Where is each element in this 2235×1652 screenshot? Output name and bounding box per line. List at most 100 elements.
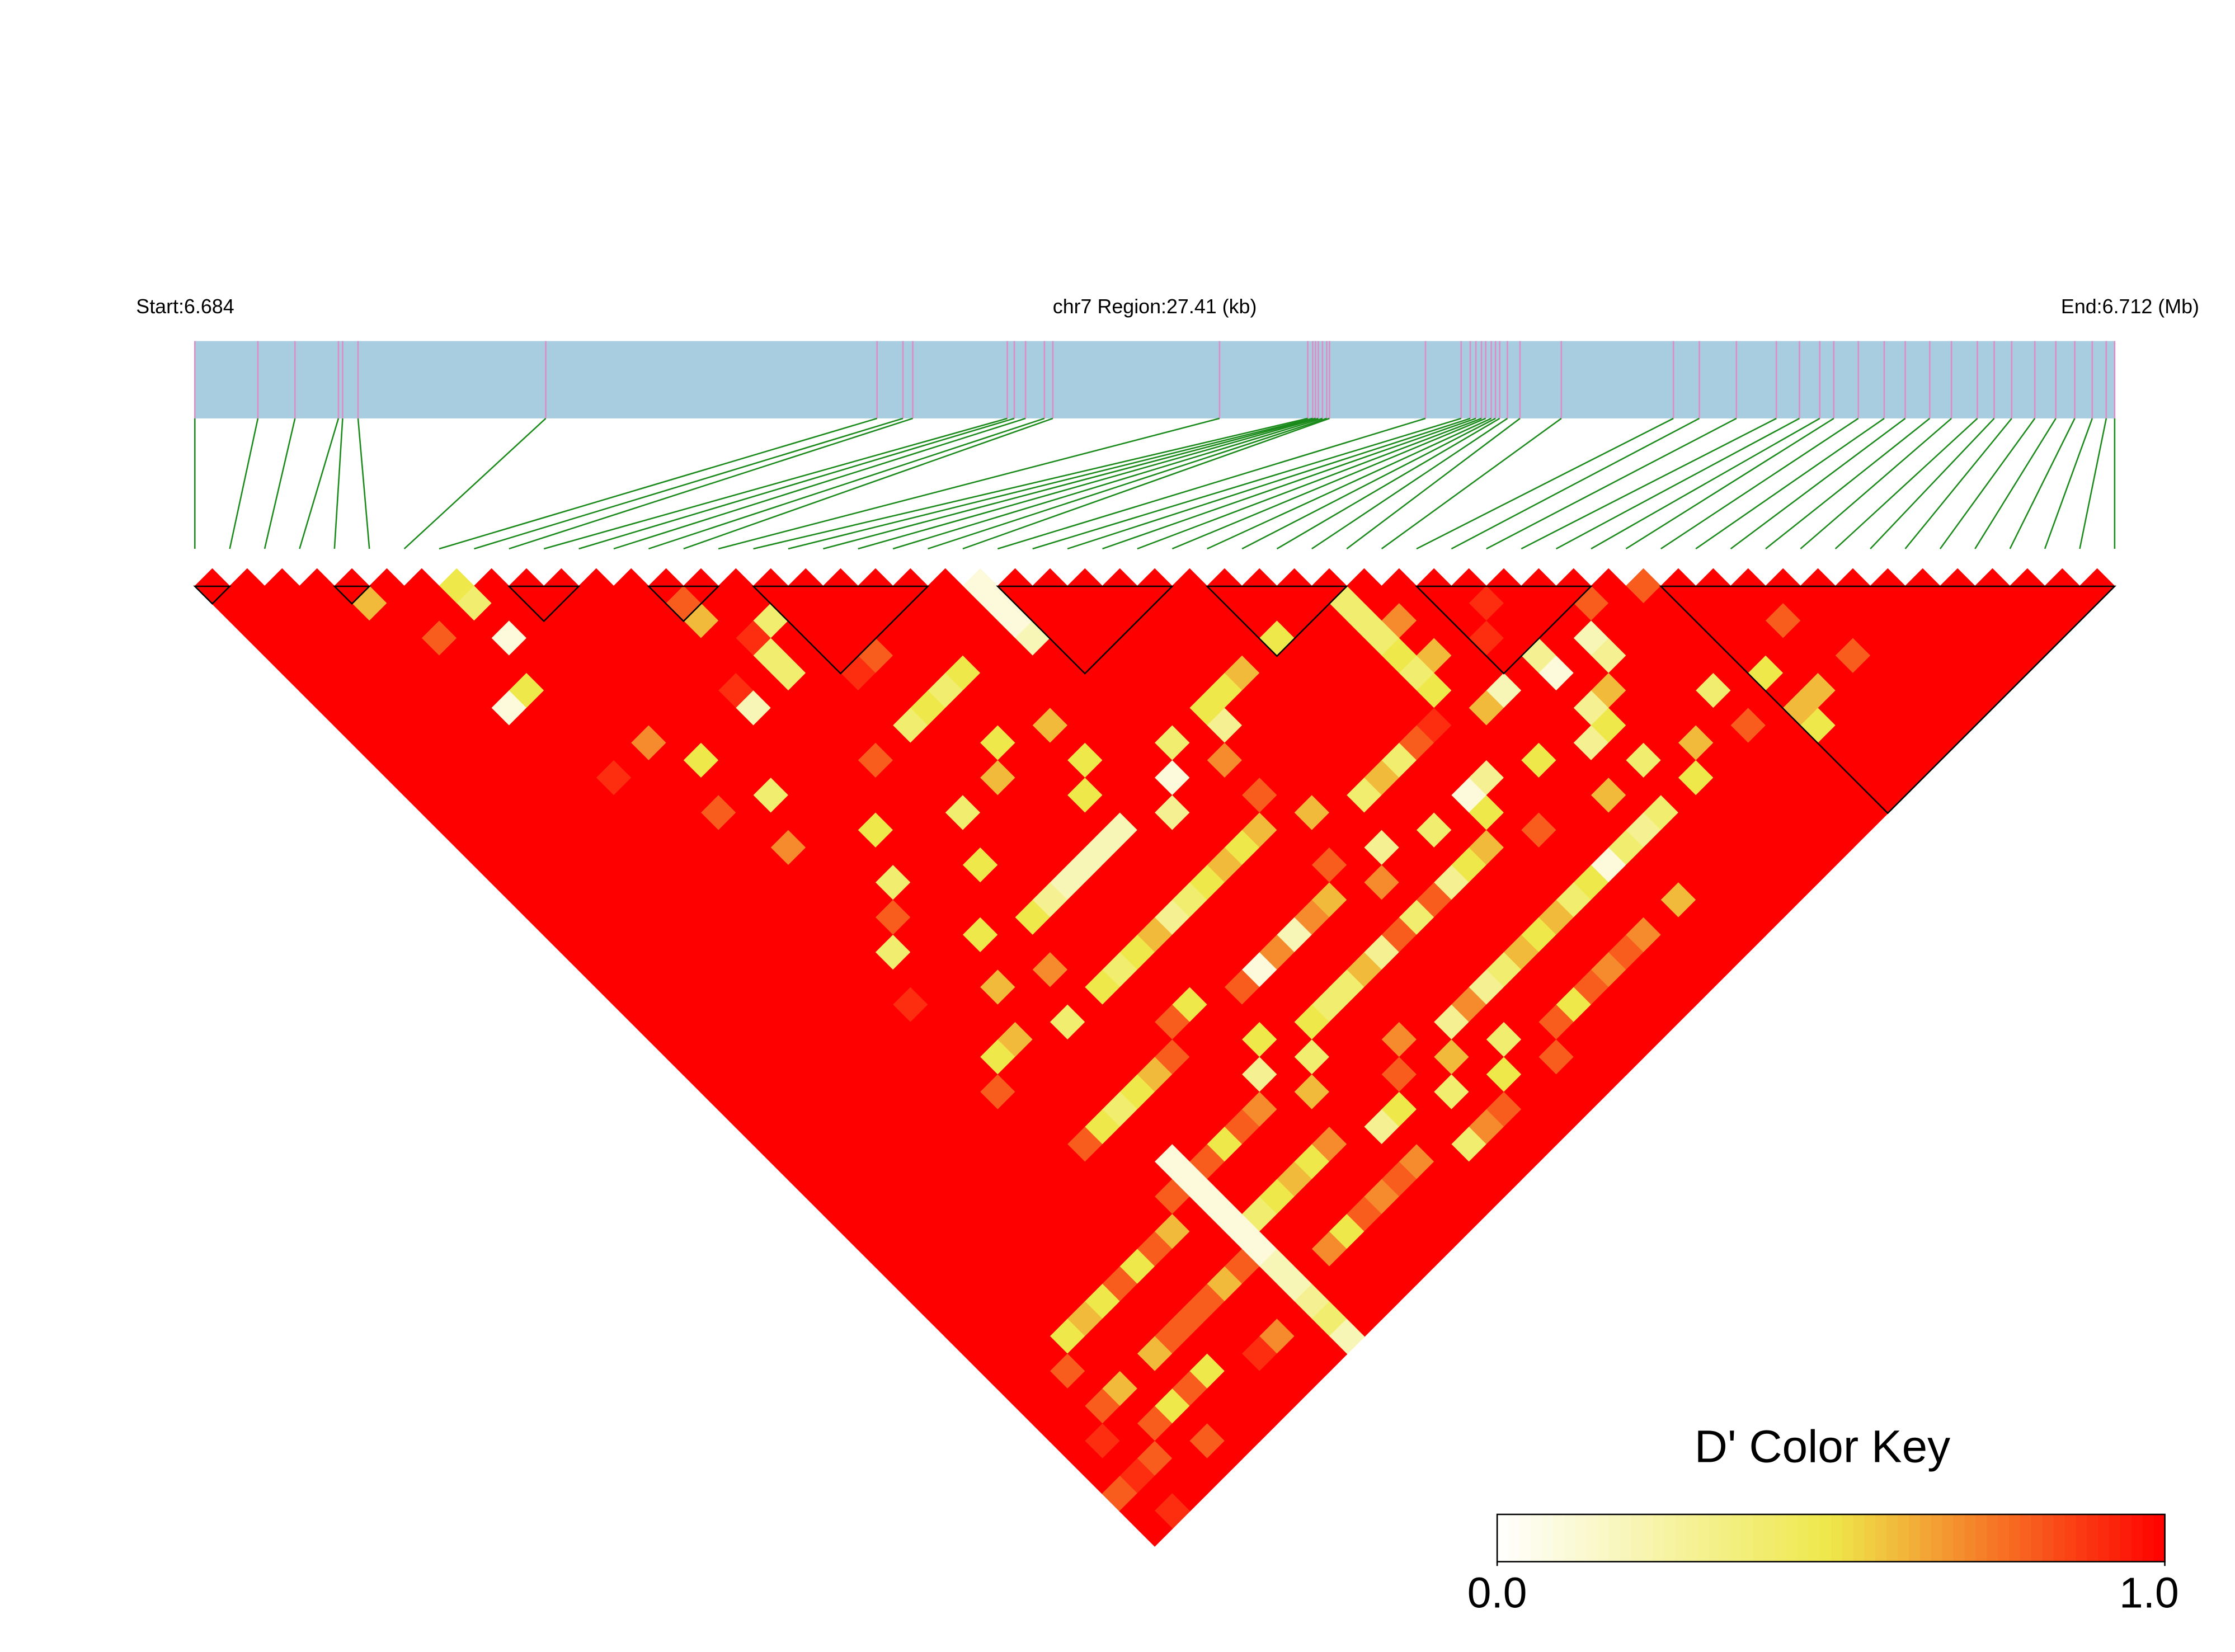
snp-connector <box>229 418 259 549</box>
color-key-swatch <box>1964 1514 1977 1562</box>
color-key-swatch <box>1575 1514 1587 1562</box>
snp-connector <box>1311 417 1508 550</box>
snp-connector <box>474 417 904 550</box>
color-key-swatch <box>1530 1514 1542 1562</box>
snp-connector <box>2079 418 2107 549</box>
color-key-swatch <box>1809 1514 1821 1562</box>
snp-connector <box>2009 418 2076 549</box>
color-key-swatch <box>1853 1514 1865 1562</box>
snp-connector <box>333 418 344 549</box>
color-key-swatch <box>1586 1514 1598 1562</box>
color-key-swatch <box>1675 1514 1687 1562</box>
snp-connector <box>1521 417 1777 550</box>
snp-connector <box>1451 417 1700 550</box>
snp-connector <box>928 417 1327 550</box>
snp-connector <box>1695 417 1885 550</box>
color-key-swatch <box>1798 1514 1810 1562</box>
snp-connector <box>1381 417 1562 550</box>
color-key-swatch <box>1753 1514 1765 1562</box>
snp-connector <box>543 417 1008 550</box>
color-key-swatch <box>1742 1514 1754 1562</box>
snp-connector <box>718 417 1220 550</box>
snp-connector <box>439 417 878 550</box>
snp-connector <box>962 417 1330 550</box>
snp-connector <box>1067 417 1471 550</box>
color-key-swatch <box>1497 1514 1509 1562</box>
color-key-swatch <box>1919 1514 1932 1562</box>
snp-connector <box>1137 417 1482 550</box>
snp-connector <box>1660 417 1859 550</box>
color-key-swatch <box>1597 1514 1610 1562</box>
color-key-swatch <box>1775 1514 1787 1562</box>
color-key-swatch <box>1909 1514 1921 1562</box>
color-key-swatch <box>2109 1514 2121 1562</box>
snp-connector <box>788 417 1313 550</box>
snp-connector <box>1416 417 1674 550</box>
color-key-swatch <box>1898 1514 1910 1562</box>
snp-connector <box>1939 418 2036 549</box>
snp-connector <box>823 417 1316 550</box>
color-key-swatch <box>1564 1514 1576 1562</box>
snp-connector <box>858 417 1319 550</box>
ld-block <box>193 585 232 605</box>
color-key-swatch <box>2042 1514 2054 1562</box>
snp-connector <box>683 417 1053 550</box>
ld-block <box>507 585 581 623</box>
color-key-swatch <box>1998 1514 2010 1562</box>
snp-connector <box>1834 417 1978 549</box>
color-key-swatch <box>1552 1514 1565 1562</box>
color-key-swatch <box>2153 1514 2166 1562</box>
snp-connector <box>403 417 547 549</box>
color-key-swatch <box>1664 1514 1676 1562</box>
region-label: chr7 Region:27.41 (kb) <box>1053 295 1257 318</box>
color-key-swatch <box>2053 1514 2065 1562</box>
color-key-swatch <box>1697 1514 1710 1562</box>
color-key-swatch <box>2087 1514 2099 1562</box>
snp-connector <box>299 418 340 549</box>
snp-connector <box>1904 418 2012 549</box>
snp-connector <box>1276 417 1500 550</box>
color-key-swatch <box>1931 1514 1944 1562</box>
color-key-swatch <box>2131 1514 2144 1562</box>
color-key-swatch <box>1709 1514 1721 1562</box>
snp-connector <box>648 417 1045 550</box>
color-key-swatch <box>1608 1514 1621 1562</box>
color-key-swatch <box>1764 1514 1776 1562</box>
color-key-swatch <box>1819 1514 1832 1562</box>
color-key-swatch <box>1831 1514 1843 1562</box>
snp-connector <box>357 418 370 549</box>
color-key-swatch <box>1987 1514 1999 1562</box>
snp-connector <box>1171 417 1486 550</box>
ld-block <box>1659 585 2116 815</box>
snp-connector <box>1974 418 2057 549</box>
snp-connector <box>1032 417 1462 550</box>
gene-bar <box>195 341 2115 418</box>
color-key-swatch <box>2142 1514 2154 1562</box>
snp-connector <box>753 417 1308 550</box>
snp-connector <box>2044 418 2093 549</box>
color-key-swatch <box>1886 1514 1899 1562</box>
color-key-swatch <box>1730 1514 1743 1562</box>
color-key-tick-label: 0.0 <box>1467 1569 1527 1617</box>
snp-connector <box>1591 417 1820 550</box>
snp-connector <box>509 417 913 550</box>
color-key-swatch <box>1786 1514 1799 1562</box>
snp-connector <box>578 417 1015 550</box>
snp-connector <box>1765 417 1931 549</box>
color-key-swatch <box>1653 1514 1665 1562</box>
ld-block <box>751 585 930 675</box>
snp-connector <box>1555 417 1800 550</box>
ld-cell <box>1136 1510 1173 1547</box>
snp-connector <box>264 418 296 549</box>
color-key-swatch <box>1719 1514 1732 1562</box>
color-key-swatch <box>1641 1514 1654 1562</box>
color-key-swatch <box>1975 1514 1988 1562</box>
snp-connector <box>1486 417 1737 550</box>
ld-block <box>1414 585 1593 675</box>
ld-block <box>1205 585 1349 657</box>
color-key-swatch <box>2120 1514 2133 1562</box>
color-key-swatch <box>2098 1514 2110 1562</box>
ld-block <box>332 585 371 605</box>
